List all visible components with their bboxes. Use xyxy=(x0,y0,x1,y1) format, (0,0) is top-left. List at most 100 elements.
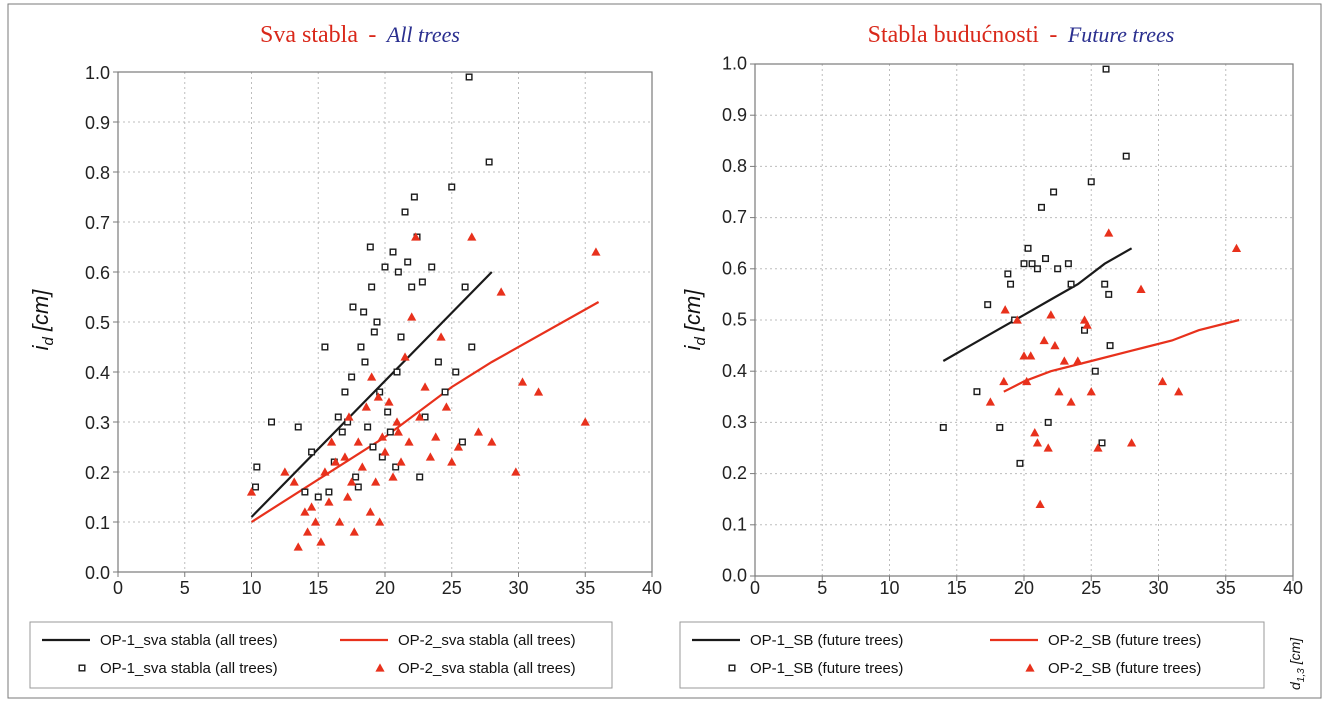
x-tick-label: 30 xyxy=(1148,578,1168,598)
data-point-square xyxy=(461,283,469,291)
data-point-square xyxy=(1028,260,1036,268)
data-point-square xyxy=(386,428,394,436)
chart-title: Sva stabla - All trees xyxy=(260,22,460,48)
data-point-square xyxy=(369,443,377,451)
data-point-triangle xyxy=(331,457,341,466)
data-point-square xyxy=(1033,265,1041,273)
data-point-square xyxy=(1016,459,1024,467)
y-axis-label-main: i xyxy=(28,344,53,350)
chart-future-trees: Stabla budućnosti - Future trees 0 5 10 15 2… xyxy=(679,22,1307,690)
data-point-triangle xyxy=(420,382,430,391)
data-point-square xyxy=(1087,178,1095,186)
x-tick-label: 25 xyxy=(442,578,462,598)
data-point-triangle xyxy=(411,232,421,241)
data-point-triangle xyxy=(1012,315,1022,324)
data-point-square xyxy=(252,483,260,491)
outer-frame xyxy=(7,3,1322,699)
data-point-triangle xyxy=(335,517,345,526)
data-point-square xyxy=(418,278,426,286)
legend-label: OP-2_sva stabla (all trees) xyxy=(398,660,576,677)
data-point-square xyxy=(468,343,476,351)
y-tick-label: 0.0 xyxy=(722,566,747,586)
x-tick-label: 5 xyxy=(180,578,190,598)
y-tick-label: 0.8 xyxy=(722,156,747,176)
data-point-triangle xyxy=(293,542,303,551)
series xyxy=(246,73,601,551)
data-point-square xyxy=(1105,290,1113,298)
data-point-triangle xyxy=(306,502,317,511)
data-point-square xyxy=(452,368,460,376)
legend-label: OP-2_sva stabla (all trees) xyxy=(398,632,576,649)
data-point-triangle xyxy=(1026,351,1036,360)
x-tick-label: 20 xyxy=(375,578,395,598)
data-point-square xyxy=(349,303,357,311)
title-separator: - xyxy=(368,22,376,48)
data-point-triangle xyxy=(1022,376,1032,386)
data-point-square xyxy=(338,428,346,436)
data-point-triangle xyxy=(365,507,375,516)
trend-line xyxy=(250,271,493,518)
data-point-square xyxy=(1024,244,1032,252)
data-point-square xyxy=(370,328,378,336)
data-point-triangle xyxy=(1136,284,1146,293)
data-point-triangle xyxy=(436,332,446,341)
legend-swatch-square xyxy=(728,664,736,672)
data-point-square xyxy=(996,424,1004,432)
data-point-square xyxy=(1050,188,1058,196)
data-point-square xyxy=(360,308,368,316)
data-point-triangle xyxy=(1000,305,1010,314)
x-tick-label: 15 xyxy=(947,578,967,598)
data-point-triangle xyxy=(1093,443,1103,452)
data-point-triangle xyxy=(1157,376,1168,386)
legend-label: OP-2_SB (future trees) xyxy=(1048,660,1201,677)
x-tick-label: 20 xyxy=(1014,578,1034,598)
data-point-triangle xyxy=(384,397,394,406)
data-point-triangle xyxy=(999,376,1009,386)
axes: 0 5 10 15 20 25 30 35 40 0.0 0.1 0.2 0.3 0.4 0.5 0.6 0.7… xyxy=(722,54,1303,598)
data-point-square xyxy=(361,358,369,366)
data-point-triangle xyxy=(496,287,506,296)
data-point-square xyxy=(268,418,276,426)
data-point-triangle xyxy=(361,402,371,411)
data-point-square xyxy=(465,73,473,81)
y-tick-label: 0.4 xyxy=(722,361,747,381)
data-point-square xyxy=(404,258,412,266)
data-point-triangle xyxy=(393,427,403,436)
data-point-triangle xyxy=(580,417,590,426)
y-axis-label: id [cm] xyxy=(28,289,57,351)
data-point-square xyxy=(1064,260,1072,268)
data-point-triangle xyxy=(349,527,359,536)
y-tick-label: 0.4 xyxy=(85,363,110,383)
data-point-triangle xyxy=(1050,341,1060,350)
data-point-square xyxy=(1122,152,1130,160)
trend-line xyxy=(942,247,1133,362)
data-point-square xyxy=(357,343,365,351)
legend-swatch-triangle xyxy=(375,663,385,672)
legend-swatch-square xyxy=(78,664,86,672)
legend-label: OP-1_sva stabla (all trees) xyxy=(100,660,278,677)
data-point-triangle xyxy=(371,477,381,486)
data-point-triangle xyxy=(1046,310,1056,319)
data-point-triangle xyxy=(1019,351,1029,360)
data-point-square xyxy=(325,488,333,496)
data-point-square xyxy=(366,243,374,251)
data-point-square xyxy=(352,473,360,481)
y-axis-label-sub: d xyxy=(692,337,709,346)
legend-label: OP-2_SB (future trees) xyxy=(1048,632,1201,649)
data-point-triangle xyxy=(1059,356,1069,365)
data-point-square xyxy=(1037,203,1045,211)
data-point-triangle xyxy=(415,412,425,421)
data-point-square xyxy=(485,158,493,166)
data-point-square xyxy=(401,208,409,216)
data-point-triangle xyxy=(473,427,484,436)
y-tick-label: 0.0 xyxy=(85,563,110,583)
data-point-triangle xyxy=(447,457,457,466)
y-tick-label: 0.9 xyxy=(85,113,110,133)
x-tick-label: 10 xyxy=(879,578,899,598)
title-separator: - xyxy=(1049,22,1057,48)
x-tick-label: 40 xyxy=(1283,578,1303,598)
x-tick-label: 35 xyxy=(1216,578,1236,598)
data-point-triangle xyxy=(1066,397,1076,406)
data-point-triangle xyxy=(1174,387,1184,396)
y-tick-label: 0.6 xyxy=(722,258,747,278)
